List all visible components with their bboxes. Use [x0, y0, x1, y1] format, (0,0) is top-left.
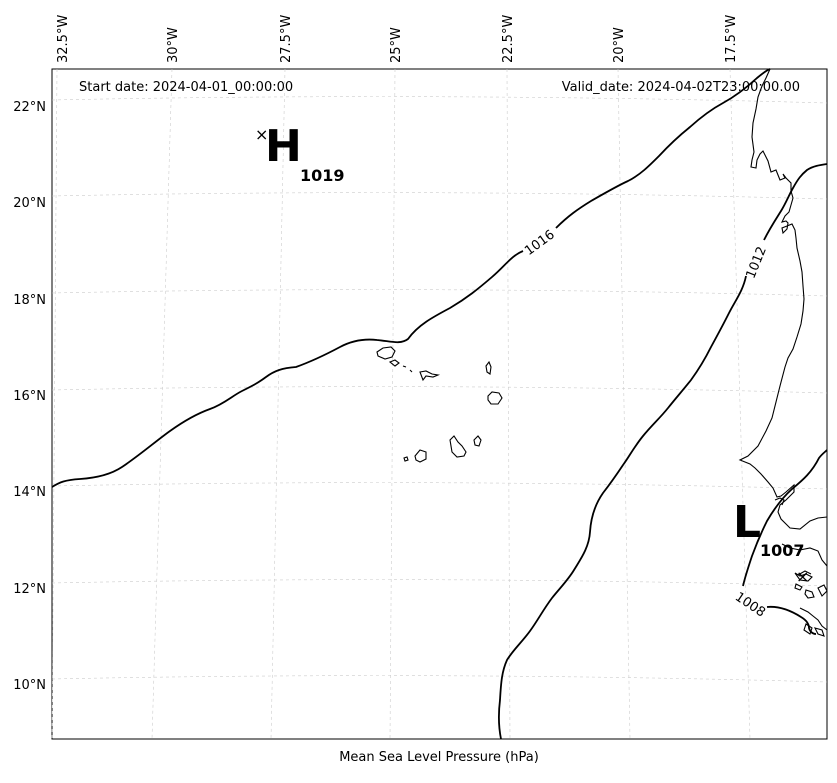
isobars [51, 68, 828, 740]
parallel-line [51, 579, 828, 587]
meridian-line [729, 68, 751, 740]
latitude-tick: 12°N [13, 582, 46, 597]
latitude-tick: 22°N [13, 100, 46, 115]
isobar-1016 [51, 68, 771, 488]
parallel-line [51, 289, 828, 297]
island-santa-luzia [402, 365, 407, 368]
high-center-marker: × [255, 125, 268, 144]
map-frame [51, 68, 828, 740]
island-santo-antao [376, 346, 396, 360]
latitude-tick: 16°N [13, 389, 46, 404]
isobar-1008 [742, 449, 828, 635]
island-maio [473, 435, 482, 447]
meridian-line [51, 68, 58, 740]
high-value: 1019 [300, 166, 345, 185]
island-santiago [449, 435, 467, 458]
low-value: 1007 [760, 541, 805, 560]
low-letter: L [733, 497, 761, 548]
parallel-line [51, 482, 828, 490]
latitude-tick: 20°N [13, 196, 46, 211]
map-caption: Mean Sea Level Pressure (hPa) [339, 750, 539, 765]
latitude-tick: 10°N [13, 678, 46, 693]
meridian-line [617, 68, 631, 740]
coast-fragment [797, 570, 812, 576]
longitude-tick: 20°W [612, 27, 627, 63]
high-pressure-center: × H 1019 [255, 121, 345, 185]
low-pressure-center: L 1007 × [733, 497, 809, 586]
longitude-tick: 17.5°W [724, 15, 739, 63]
island-sal [485, 360, 492, 375]
mauritania-coast [738, 68, 828, 530]
low-center-marker: × [796, 567, 809, 586]
guinea-bissau-islands [794, 572, 813, 582]
latitude-tick: 18°N [13, 293, 46, 308]
longitude-tick: 25°W [389, 27, 404, 63]
guinea-islands-2 [813, 627, 825, 637]
parallel-line [51, 96, 828, 104]
start-date-label: Start date: 2024-04-01_00:00:00 [79, 80, 293, 95]
longitude-tick: 27.5°W [279, 15, 294, 63]
high-letter: H [265, 121, 302, 172]
latitude-tick: 14°N [13, 485, 46, 500]
island-fogo [414, 449, 427, 463]
guinea-bissau-coast [781, 543, 828, 567]
meridian-line [151, 68, 173, 740]
guinea-islands [803, 623, 813, 635]
island-sao-vicente [388, 359, 400, 367]
bijagos-2 [804, 589, 815, 599]
parallel-line [51, 675, 828, 683]
meridian-line [270, 68, 286, 740]
parallel-line [51, 386, 828, 394]
guinea-coast [799, 607, 828, 631]
valid-date-label: Valid_date: 2024-04-02T23:00:00.00 [562, 80, 800, 95]
island-sao-nicolau [419, 370, 441, 382]
island-boa-vista [487, 391, 503, 405]
cape-verde-islands [376, 346, 503, 463]
longitude-tick: 32.5°W [56, 15, 71, 63]
island-ilheu [409, 369, 413, 373]
longitude-tick: 30°W [166, 27, 181, 63]
isobar-1012 [498, 163, 828, 740]
graticule [51, 68, 828, 740]
meridian-line [389, 68, 396, 740]
island-brava [403, 456, 409, 462]
parallel-line [51, 192, 828, 200]
longitude-tick: 22.5°W [501, 15, 516, 63]
bijagos-3 [817, 584, 828, 597]
bijagos-1 [794, 583, 803, 591]
west-africa-coast [738, 68, 828, 637]
meridian-line [506, 68, 511, 740]
